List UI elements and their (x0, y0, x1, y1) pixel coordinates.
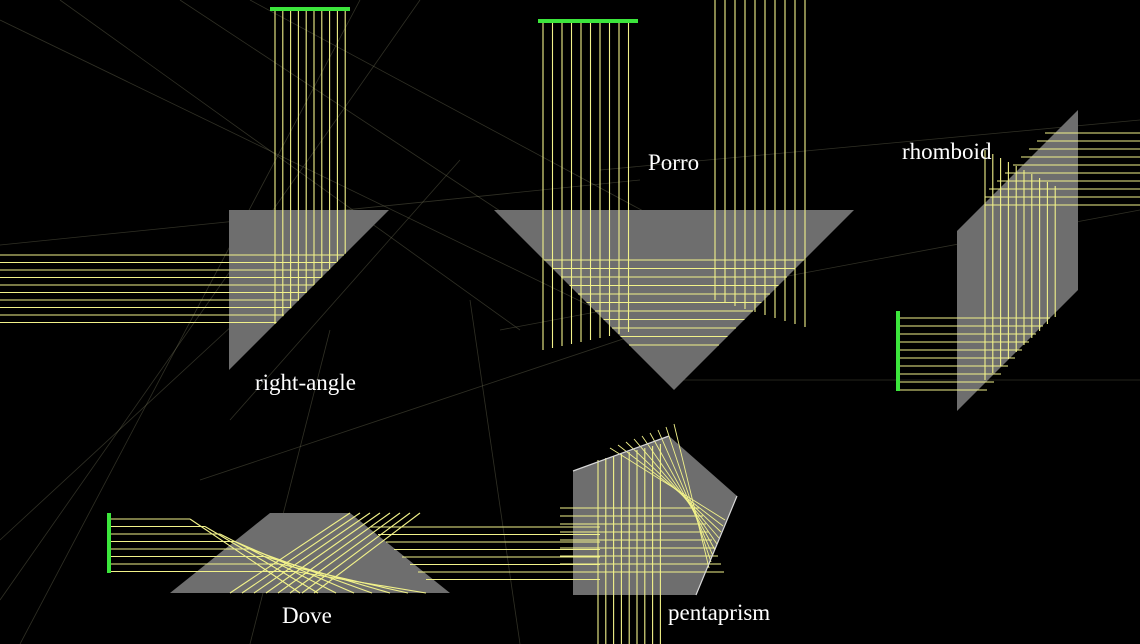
pentaprism-mirror-top (572, 435, 670, 472)
ray (253, 512, 371, 594)
stray-ray (249, 0, 661, 221)
porro-prism[interactable] (494, 210, 854, 390)
ray (289, 512, 401, 594)
ray (657, 429, 714, 557)
screens (107, 7, 900, 573)
pentaprism-mirror-edges (572, 435, 738, 596)
stray-ray (469, 299, 521, 644)
stray-ray (229, 159, 461, 421)
stray-ray (0, 299, 261, 541)
ray (241, 512, 361, 594)
porro-label: Porro (648, 150, 699, 175)
ray (265, 512, 381, 594)
ray (313, 512, 421, 594)
prism-labels: right-angle Porro rhomboid Dove pentapri… (255, 139, 992, 628)
stray-ray (599, 119, 1140, 171)
stray-ray (0, 19, 641, 331)
dove-label: Dove (282, 603, 332, 628)
ray (277, 512, 391, 594)
ray (617, 444, 724, 527)
ray (625, 441, 722, 533)
ray (665, 426, 712, 563)
pentaprism-label: pentaprism (668, 600, 770, 625)
ray (204, 526, 319, 594)
right-angle-label: right-angle (255, 370, 356, 395)
rhomboid-label: rhomboid (902, 139, 992, 164)
ray (301, 512, 411, 594)
ray (279, 563, 409, 594)
stray-ray (59, 0, 521, 331)
dove-prism[interactable] (170, 513, 450, 593)
ray (229, 512, 351, 594)
ray (633, 438, 720, 539)
pentaprism-mirror-right (695, 495, 738, 596)
ray (294, 570, 427, 594)
right-angle-prism[interactable] (229, 210, 389, 370)
ray (641, 435, 718, 545)
ray (673, 423, 710, 569)
